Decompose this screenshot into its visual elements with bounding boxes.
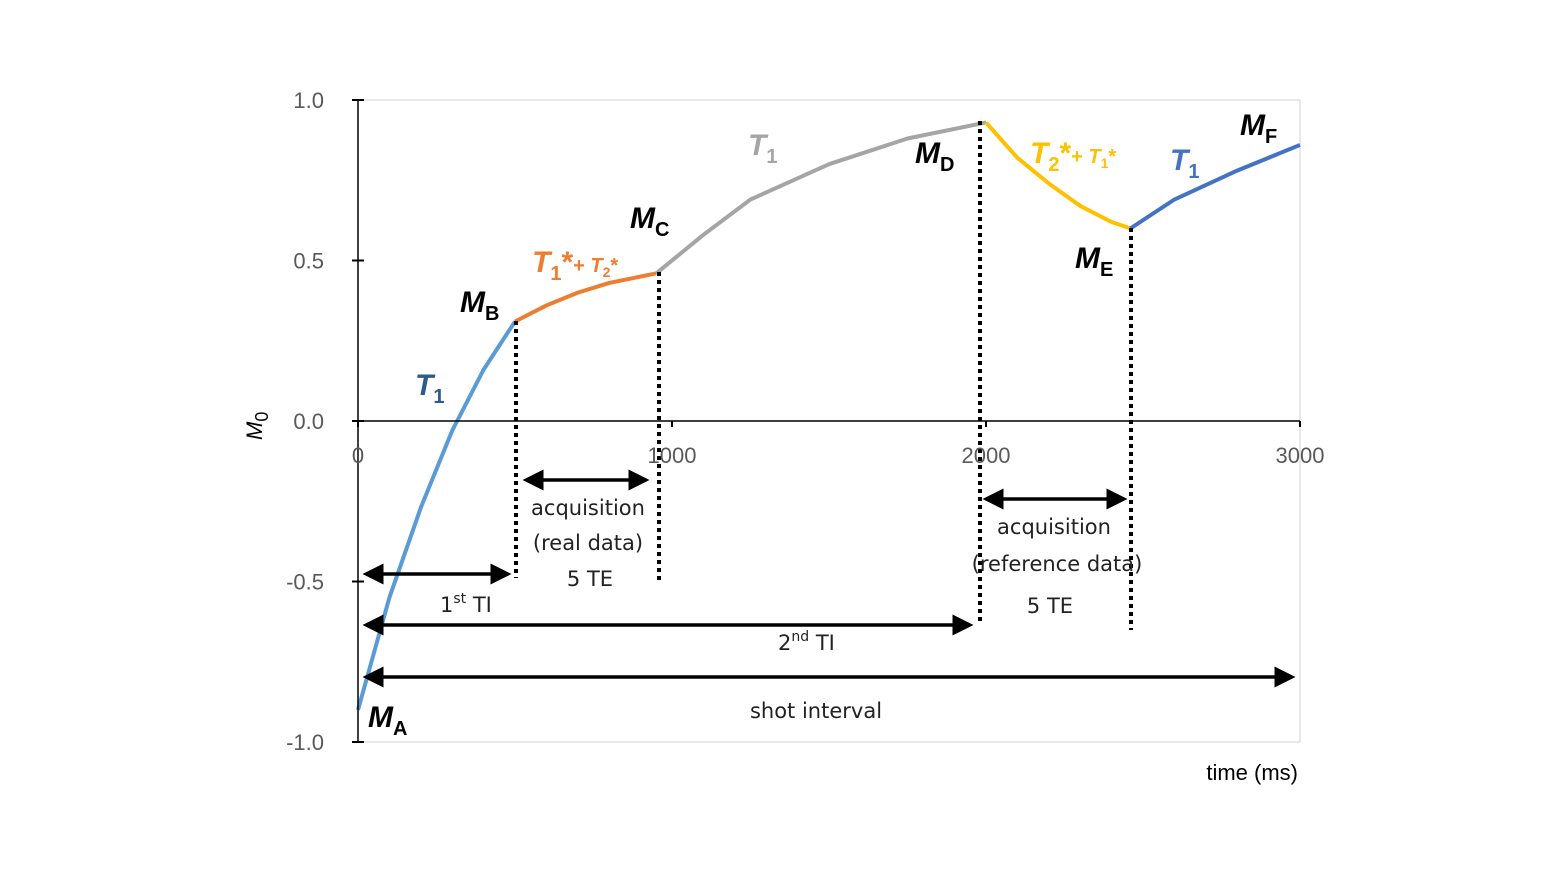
point-label: MB: [460, 286, 499, 325]
point-label: MA: [368, 701, 407, 740]
annotation: 1st TI: [440, 591, 492, 617]
annotation: 5 TE: [567, 567, 613, 591]
x-axis-label: time (ms): [1206, 760, 1298, 785]
x-tick-label: 1000: [648, 443, 697, 468]
y-tick-label: 0.0: [293, 409, 324, 434]
y-tick-label: -1.0: [286, 730, 324, 755]
annotation: (reference data): [972, 552, 1143, 576]
point-label: MC: [630, 202, 669, 241]
segment-label: T1*+ T2*: [532, 246, 618, 285]
line-series: [1129, 143, 1301, 231]
x-tick-label: 2000: [962, 443, 1011, 468]
line-series: [655, 120, 987, 275]
annotation: 5 TE: [1027, 594, 1073, 618]
annotation: (real data): [533, 531, 643, 555]
y-axis-label: M0: [242, 412, 272, 440]
segment-label: T1: [415, 369, 444, 408]
y-tick-label: 0.5: [293, 249, 324, 274]
segment-label: T1: [1170, 144, 1199, 183]
annotation: acquisition: [997, 515, 1111, 539]
line-series: [514, 271, 657, 324]
y-tick-label: 1.0: [293, 88, 324, 113]
line-series: [984, 121, 1132, 231]
point-label: ME: [1075, 242, 1113, 281]
annotation: acquisition: [531, 496, 645, 520]
segment-label: T2*+ T1*: [1030, 137, 1116, 176]
segment-label: T1: [748, 129, 777, 168]
marks: [356, 120, 1301, 711]
y-tick-label: -0.5: [286, 570, 324, 595]
x-tick-label: 3000: [1276, 443, 1325, 468]
x-tick-label: 0: [352, 443, 364, 468]
annotation: shot interval: [750, 699, 882, 723]
point-label: MF: [1240, 109, 1277, 148]
point-label: MD: [915, 137, 954, 176]
line-series: [356, 320, 517, 711]
annotation: 2nd TI: [778, 629, 835, 655]
